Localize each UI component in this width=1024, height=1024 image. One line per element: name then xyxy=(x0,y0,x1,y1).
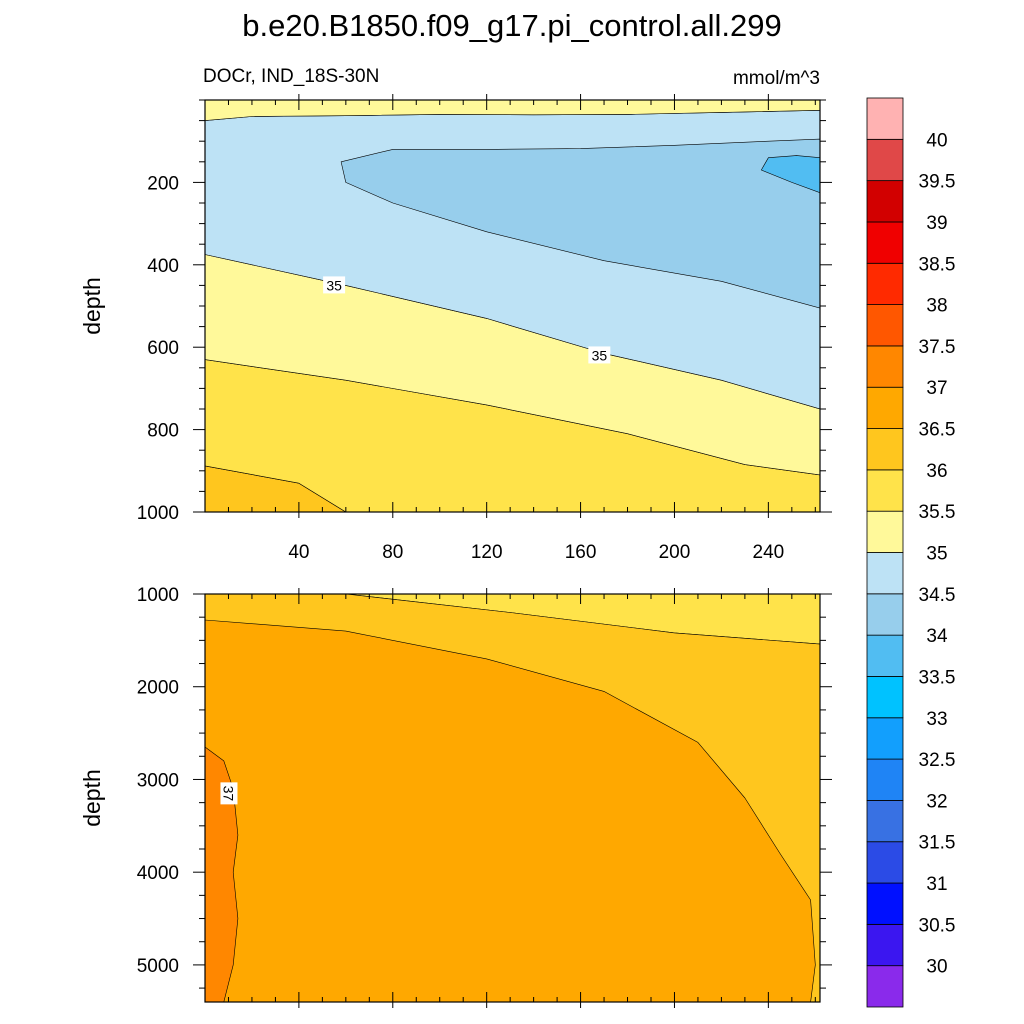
contour-region xyxy=(340,138,820,309)
chart-subtitle-left: DOCr, IND_18S-30N xyxy=(203,66,379,87)
y-tick-label: 800 xyxy=(147,421,179,442)
contour-label-text: 35 xyxy=(326,277,342,293)
colorbar-label: 31 xyxy=(926,874,947,895)
panel-lower: 1000 2000 3000 4000 5000 depth 37 xyxy=(79,585,832,1008)
x-tick-label: 200 xyxy=(659,542,691,563)
y-tick-label: 1000 xyxy=(137,503,179,524)
colorbar-box xyxy=(866,593,904,636)
y-tick-label: 200 xyxy=(147,173,179,194)
colorbar-box xyxy=(866,386,904,429)
y-tick-label: 400 xyxy=(147,256,179,277)
contour-label: 37 xyxy=(220,782,238,805)
colorbar-label: 36.5 xyxy=(919,420,956,441)
colorbar-box xyxy=(866,965,904,1008)
y-tick-label: 5000 xyxy=(137,956,179,977)
contour-label-bg xyxy=(220,782,238,805)
colorbar-box xyxy=(866,552,904,595)
colorbar-box xyxy=(866,634,904,677)
colorbar-label: 39 xyxy=(926,213,947,234)
colorbar-box xyxy=(866,138,904,182)
y-tick-label: 2000 xyxy=(137,678,179,699)
colorbar-box xyxy=(866,676,904,719)
contour-label-text: 37 xyxy=(220,786,236,802)
colorbar-label: 40 xyxy=(926,130,947,151)
colorbar-box xyxy=(866,345,904,388)
colorbar-box xyxy=(866,97,904,140)
y-tick-label: 4000 xyxy=(137,863,179,884)
colorbar-label: 37.5 xyxy=(919,337,956,358)
colorbar-label: 37 xyxy=(926,378,947,399)
colorbar-label: 32 xyxy=(926,791,947,812)
colorbar-box xyxy=(866,800,904,843)
chart-units: mmol/m^3 xyxy=(733,68,820,89)
plot-panels: 40 80 120 160 200 240 200 400 600 800 1000 depth 35 3… xyxy=(79,94,832,1008)
colorbar-label: 38.5 xyxy=(919,254,956,275)
y-axis-label: depth xyxy=(79,769,105,827)
contour-region xyxy=(205,619,816,1002)
y-tick-label: 1000 xyxy=(137,585,179,606)
colorbar-box xyxy=(866,304,904,347)
x-tick-label: 80 xyxy=(382,542,403,563)
colorbar-label: 31.5 xyxy=(919,833,956,854)
colorbar-box xyxy=(866,428,904,471)
x-tick-label: 40 xyxy=(288,542,309,563)
contour-label-bg xyxy=(588,346,611,364)
colorbar-box xyxy=(866,758,904,801)
colorbar-label: 36 xyxy=(926,461,947,482)
contour-label-text: 35 xyxy=(592,347,608,363)
colorbar: 30 30.5 31 31.5 32 32.5 33 33.5 34 34.5 35 35.5 36 36… xyxy=(866,97,956,1008)
contour-region xyxy=(205,746,239,1002)
colorbar-box xyxy=(866,469,904,512)
colorbar-box xyxy=(866,923,904,967)
colorbar-label: 30 xyxy=(926,957,947,978)
contour-region xyxy=(205,100,820,121)
colorbar-label: 34.5 xyxy=(919,585,956,606)
colorbar-label: 38 xyxy=(926,296,947,317)
x-tick-label: 120 xyxy=(471,542,503,563)
x-tick-label: 240 xyxy=(753,542,785,563)
colorbar-box xyxy=(866,882,904,925)
y-tick-label: 3000 xyxy=(137,770,179,791)
colorbar-label: 35.5 xyxy=(919,502,956,523)
contour-label-bg xyxy=(323,276,346,294)
colorbar-box xyxy=(866,841,904,884)
colorbar-label: 33 xyxy=(926,709,947,730)
chart-title: b.e20.B1850.f09_g17.pi_control.all.299 xyxy=(242,8,782,43)
colorbar-box xyxy=(866,221,904,264)
contour-label: 35 xyxy=(588,346,611,364)
y-axis-label: depth xyxy=(79,277,105,335)
plot-frame xyxy=(204,593,821,1003)
colorbar-label: 35 xyxy=(926,544,947,565)
colorbar-box xyxy=(866,510,904,553)
colorbar-label: 39.5 xyxy=(919,172,956,193)
panel-upper: 40 80 120 160 200 240 200 400 600 800 1000 depth 35 3… xyxy=(79,94,832,563)
colorbar-label: 30.5 xyxy=(919,915,956,936)
colorbar-label: 34 xyxy=(926,626,948,647)
colorbar-box xyxy=(866,717,904,760)
contour-fills xyxy=(205,594,820,1002)
y-tick-label: 600 xyxy=(147,338,179,359)
contour-fills xyxy=(205,100,820,512)
colorbar-box xyxy=(866,262,904,305)
colorbar-box xyxy=(866,180,904,223)
x-tick-label: 160 xyxy=(565,542,597,563)
contour-region xyxy=(760,155,820,193)
colorbar-label: 32.5 xyxy=(919,750,956,771)
colorbar-label: 33.5 xyxy=(919,667,956,688)
contour-label: 35 xyxy=(323,276,346,294)
